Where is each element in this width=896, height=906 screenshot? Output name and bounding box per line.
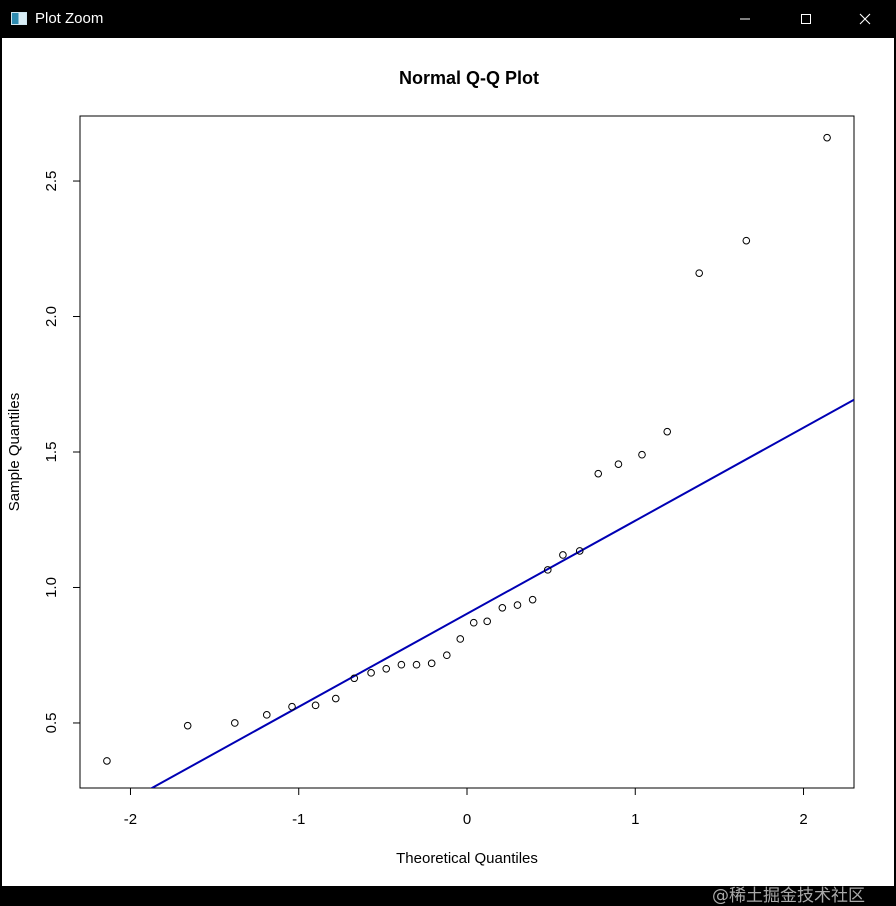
- data-point: [311, 701, 320, 710]
- data-point: [594, 469, 603, 478]
- x-tick-label: 2: [799, 811, 807, 828]
- data-point: [350, 674, 359, 683]
- chart-title: Normal Q-Q Plot: [399, 68, 539, 88]
- plot-frame: [79, 115, 855, 789]
- data-point: [498, 604, 507, 612]
- x-axis-label: Theoretical Quantiles: [396, 850, 538, 867]
- data-point: [638, 450, 646, 459]
- data-point: [397, 660, 406, 669]
- plot-window-icon: [11, 12, 27, 25]
- data-point: [427, 659, 436, 668]
- data-point: [559, 551, 567, 559]
- y-tick-label: 2.0: [43, 306, 60, 327]
- data-point: [231, 719, 239, 727]
- minimize-button[interactable]: [722, 0, 768, 38]
- x-tick-label: -1: [292, 811, 305, 828]
- close-button[interactable]: [842, 0, 888, 38]
- data-point: [695, 269, 704, 277]
- qq-plot: Normal Q-Q Plot -2 -1 0 1 2 0.5 1.0 1.5 2.0 2.5 The…: [6, 68, 855, 867]
- data-point: [331, 694, 340, 703]
- data-point: [262, 711, 271, 719]
- minimize-icon: [740, 18, 750, 20]
- x-tick-label: -2: [124, 811, 137, 828]
- x-tick-label: 1: [631, 811, 639, 828]
- data-point: [412, 660, 421, 669]
- watermark: @稀土掘金技术社区: [712, 886, 865, 906]
- data-point: [483, 617, 491, 626]
- data-point: [513, 601, 522, 609]
- data-point: [742, 236, 751, 245]
- data-point: [443, 651, 451, 660]
- data-point: [183, 721, 192, 730]
- window-title: Plot Zoom: [35, 10, 104, 27]
- data-point: [367, 669, 375, 677]
- qq-reference-line: [149, 398, 854, 788]
- x-tick-label: 0: [463, 811, 471, 828]
- maximize-icon: [801, 14, 811, 24]
- data-point: [469, 618, 478, 627]
- data-point: [575, 547, 584, 555]
- data-point: [528, 595, 537, 604]
- y-tick-label: 2.5: [43, 171, 60, 192]
- y-tick-label: 1.0: [43, 577, 60, 598]
- title-bar: Plot Zoom: [0, 0, 896, 38]
- close-icon: [859, 13, 871, 25]
- data-point: [288, 702, 296, 711]
- y-tick-label: 0.5: [43, 713, 60, 734]
- plot-area: Normal Q-Q Plot -2 -1 0 1 2 0.5 1.0 1.5 2.0 2.5 The…: [2, 38, 894, 906]
- maximize-button[interactable]: [783, 0, 829, 38]
- y-tick-label: 1.5: [43, 442, 60, 463]
- y-axis-label: Sample Quantiles: [6, 393, 23, 511]
- data-point: [382, 664, 391, 673]
- data-point: [823, 133, 831, 142]
- data-point: [456, 635, 465, 643]
- data-point: [543, 566, 552, 574]
- data-point: [614, 460, 623, 468]
- data-point: [103, 757, 111, 765]
- data-point: [663, 427, 672, 436]
